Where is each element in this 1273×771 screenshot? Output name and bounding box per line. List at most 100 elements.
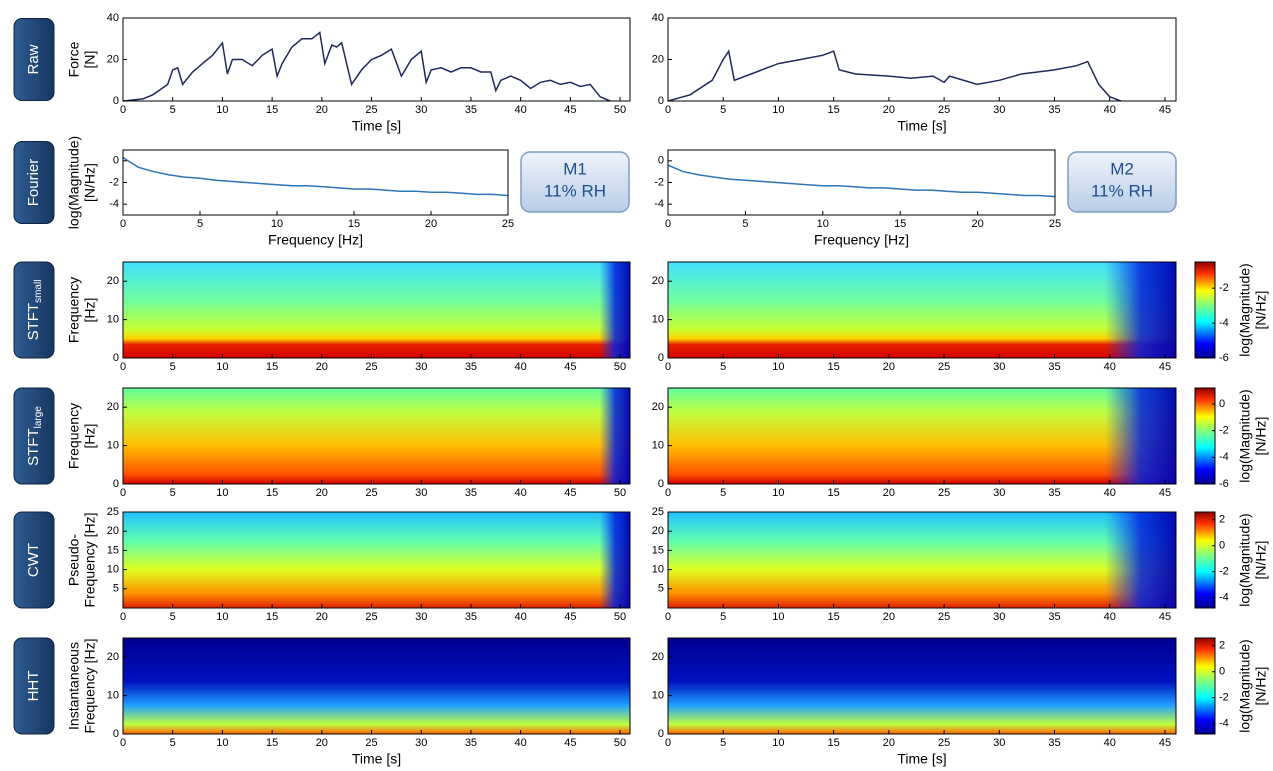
x-tick-label: 30 — [993, 487, 1005, 499]
x-tick-label: 15 — [828, 104, 840, 116]
x-tick-label: 25 — [502, 218, 514, 230]
x-tick-label: 0 — [665, 611, 671, 623]
x-tick-label: 30 — [993, 104, 1005, 116]
x-tick-label: 15 — [894, 218, 906, 230]
x-tick-label: 40 — [1104, 737, 1116, 749]
colorbar-tick-label: -2 — [1219, 692, 1229, 704]
row-label-main: Raw — [25, 44, 42, 74]
y-tick-label: 10 — [107, 440, 119, 452]
annotation-text: M1 — [563, 159, 587, 178]
row-label-main: HHT — [25, 671, 42, 702]
heatmap-fade — [1104, 262, 1176, 358]
colorbar-tick-label: -4 — [1219, 592, 1229, 604]
colorbar-tick-label: -2 — [1219, 282, 1229, 294]
heatmap-fade — [1104, 512, 1176, 608]
colorbar-tick-label: 2 — [1219, 514, 1225, 526]
y-axis-label: Instantaneous — [66, 642, 82, 730]
x-axis-label: Time [s] — [352, 751, 401, 767]
x-tick-label: 45 — [564, 104, 576, 116]
x-tick-label: 35 — [1048, 737, 1060, 749]
x-tick-label: 45 — [564, 611, 576, 623]
x-tick-label: 10 — [772, 487, 784, 499]
x-tick-label: 40 — [1104, 487, 1116, 499]
x-tick-label: 45 — [1159, 611, 1171, 623]
y-axis-label: [N] — [82, 51, 98, 69]
x-tick-label: 20 — [316, 361, 328, 373]
x-tick-label: 15 — [828, 611, 840, 623]
x-tick-label: 20 — [316, 611, 328, 623]
colorbar-label: log(Magnitude) — [1237, 263, 1253, 356]
heatmap-image — [123, 388, 630, 484]
row-label: STFTsmall — [25, 280, 44, 341]
x-tick-label: 35 — [1048, 487, 1060, 499]
x-tick-label: 20 — [883, 737, 895, 749]
y-tick-label: 0 — [658, 352, 664, 364]
x-axis-label: Time [s] — [897, 118, 946, 134]
y-tick-label: 20 — [107, 651, 119, 663]
x-tick-label: 30 — [415, 104, 427, 116]
row-label-main: CWT — [25, 543, 42, 577]
heatmap-image — [123, 638, 630, 734]
plot-frame — [667, 387, 1177, 485]
x-tick-label: 30 — [993, 737, 1005, 749]
x-tick-label: 25 — [938, 361, 950, 373]
y-tick-label: 15 — [652, 544, 664, 556]
plot-frame — [667, 149, 1056, 216]
y-axis-label: Frequency [Hz] — [82, 639, 98, 734]
x-tick-label: 5 — [720, 487, 726, 499]
x-tick-label: 45 — [1159, 487, 1171, 499]
row-button — [13, 387, 55, 485]
row-label-main: Fourier — [25, 159, 42, 207]
colorbar-tick-label: 0 — [1219, 398, 1225, 410]
x-tick-label: 25 — [365, 361, 377, 373]
colorbar-label: log(Magnitude) — [1237, 389, 1253, 482]
heatmap-fade — [1104, 388, 1176, 484]
x-tick-label: 35 — [465, 611, 477, 623]
x-tick-label: 25 — [938, 104, 950, 116]
row-button — [13, 511, 55, 609]
annotation-text: M2 — [1110, 159, 1134, 178]
y-tick-label: 10 — [652, 564, 664, 576]
x-tick-label: 20 — [883, 104, 895, 116]
y-tick-label: 0 — [113, 155, 119, 167]
y-tick-label: 10 — [652, 690, 664, 702]
x-tick-label: 10 — [772, 611, 784, 623]
heatmap-image — [123, 512, 630, 608]
row-button — [13, 637, 55, 735]
x-tick-label: 0 — [665, 218, 671, 230]
heatmap-fade — [599, 262, 630, 358]
y-tick-label: 25 — [652, 506, 664, 518]
x-tick-label: 50 — [614, 104, 626, 116]
colorbar-label: [N/Hz] — [1253, 291, 1269, 330]
x-tick-label: 15 — [828, 737, 840, 749]
row-label: CWT — [25, 543, 42, 577]
data-line — [667, 164, 1056, 198]
x-tick-label: 5 — [197, 218, 203, 230]
y-axis-label: [Hz] — [82, 298, 98, 323]
x-tick-label: 20 — [971, 218, 983, 230]
y-tick-label: 20 — [107, 53, 119, 65]
data-line — [122, 31, 611, 102]
y-axis-label: [Hz] — [82, 424, 98, 449]
x-tick-label: 5 — [720, 361, 726, 373]
x-tick-label: 30 — [415, 611, 427, 623]
y-tick-label: 20 — [652, 53, 664, 65]
heatmap-fade — [599, 388, 630, 484]
y-tick-label: 0 — [658, 478, 664, 490]
y-tick-label: 20 — [652, 401, 664, 413]
annotation-text: 11% RH — [544, 181, 606, 200]
x-tick-label: 0 — [665, 487, 671, 499]
plot-frame — [122, 637, 631, 735]
colorbar-tick-label: -4 — [1219, 317, 1229, 329]
y-tick-label: 20 — [107, 275, 119, 287]
row-label: Fourier — [25, 159, 42, 207]
x-tick-label: 10 — [216, 104, 228, 116]
plot-frame — [667, 261, 1177, 359]
y-tick-label: 0 — [658, 95, 664, 107]
x-tick-label: 25 — [365, 737, 377, 749]
x-tick-label: 0 — [665, 104, 671, 116]
x-tick-label: 35 — [465, 361, 477, 373]
x-tick-label: 35 — [465, 104, 477, 116]
x-tick-label: 50 — [614, 611, 626, 623]
y-tick-label: 10 — [107, 564, 119, 576]
